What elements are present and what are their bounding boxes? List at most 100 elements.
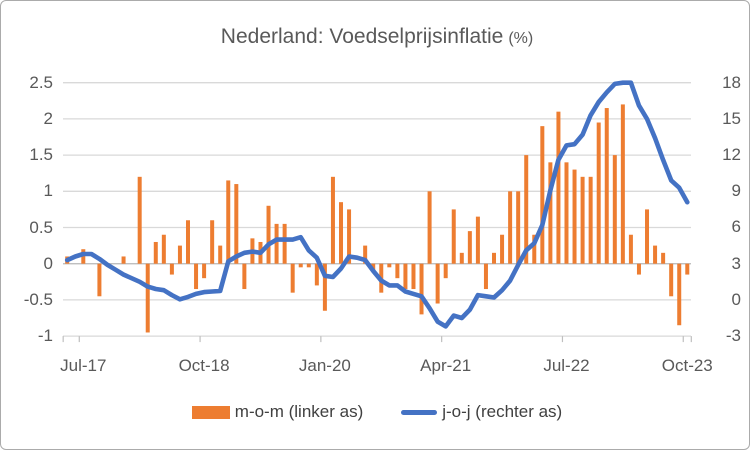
mom-bar — [588, 176, 593, 264]
mom-bar — [121, 256, 126, 264]
mom-bar — [363, 245, 368, 264]
mom-bar — [153, 241, 158, 264]
mom-bar — [411, 263, 416, 290]
mom-bar — [548, 162, 553, 264]
left-axis-tick-label: 2.5 — [29, 72, 53, 92]
mom-bar — [459, 252, 464, 264]
mom-bar — [508, 191, 513, 264]
mom-bar — [540, 126, 545, 264]
mom-bar — [339, 202, 344, 264]
mom-bar — [290, 263, 295, 293]
mom-bar — [161, 234, 166, 264]
bar-series-swatch-icon — [191, 405, 230, 419]
mom-bar — [97, 263, 102, 297]
mom-bar — [435, 263, 440, 304]
mom-bar — [234, 184, 239, 264]
mom-bar — [500, 234, 505, 264]
mom-bar — [685, 263, 690, 275]
line-series-swatch-icon — [401, 409, 438, 415]
legend-item-mom: m-o-m (linker as) — [191, 402, 364, 422]
mom-bar — [395, 263, 400, 279]
mom-bar — [194, 263, 199, 290]
right-axis-tick-label: 9 — [731, 181, 741, 201]
right-axis-tick-label: 0 — [731, 289, 741, 309]
mom-bar — [604, 108, 609, 264]
chart-title: Nederland: Voedselprijsinflatie (%) — [1, 25, 752, 49]
mom-bar — [669, 263, 674, 297]
legend-label-joj: j-o-j (rechter as) — [442, 402, 563, 421]
right-axis-tick-label: 3 — [731, 253, 741, 273]
mom-bar — [266, 205, 271, 264]
right-axis-tick-label: 15 — [722, 108, 741, 128]
mom-bar — [596, 122, 601, 264]
legend-item-joj: j-o-j (rechter as) — [401, 402, 562, 422]
mom-bar — [580, 176, 585, 264]
mom-bar — [274, 223, 279, 264]
right-axis-tick-label: 18 — [722, 72, 741, 92]
mom-bar — [620, 104, 625, 264]
mom-bar — [81, 249, 86, 264]
mom-bar — [427, 191, 432, 264]
left-axis-tick-label: -0.5 — [23, 289, 53, 309]
mom-bar — [467, 231, 472, 264]
mom-bar — [347, 209, 352, 264]
mom-bar — [306, 263, 311, 268]
mom-bar — [653, 245, 658, 264]
mom-bar — [210, 220, 215, 264]
right-axis-tick-label: 6 — [731, 217, 741, 237]
mom-bar — [636, 263, 641, 275]
chart-title-unit: (%) — [508, 30, 534, 47]
mom-bar — [419, 263, 424, 315]
mom-bar — [612, 155, 617, 264]
left-axis-tick-label: 1.5 — [29, 145, 53, 165]
mom-bar — [218, 245, 223, 264]
x-axis-tick-label: Jul-22 — [543, 356, 590, 375]
left-axis-tick-label: 2 — [43, 108, 53, 128]
mom-bar — [556, 111, 561, 264]
mom-bar — [475, 216, 480, 264]
mom-bar — [314, 263, 319, 286]
mom-bar — [202, 263, 207, 279]
mom-bar — [137, 176, 142, 264]
legend-label-mom: m-o-m (linker as) — [234, 402, 364, 421]
mom-bar — [298, 263, 303, 268]
right-axis-tick-label: 12 — [722, 145, 741, 165]
mom-bar — [330, 176, 335, 264]
mom-bar — [226, 180, 231, 264]
mom-bar — [282, 223, 287, 264]
mom-bar — [169, 263, 174, 275]
x-axis-tick-label: Jul-17 — [60, 356, 107, 375]
mom-bar — [564, 162, 569, 264]
right-axis-tick-label: -3 — [725, 326, 741, 346]
mom-bar — [451, 209, 456, 264]
mom-bar — [524, 155, 529, 264]
joj-line — [64, 80, 690, 329]
mom-bar — [145, 263, 150, 333]
mom-bar — [387, 263, 392, 268]
chart-title-main: Nederland: Voedselprijsinflatie — [220, 25, 504, 48]
mom-bar — [177, 245, 182, 264]
mom-bar — [403, 263, 408, 290]
mom-bar — [516, 191, 521, 264]
mom-bar — [677, 263, 682, 326]
mom-bar — [483, 263, 488, 290]
mom-bar — [242, 263, 247, 290]
x-axis-tick-label: Apr-21 — [420, 356, 472, 375]
left-axis-tick-label: 0 — [43, 253, 53, 273]
x-axis-tick-label: Oct-23 — [661, 356, 713, 375]
mom-bar — [322, 263, 327, 311]
legend: m-o-m (linker as) j-o-j (rechter as) — [1, 402, 752, 422]
x-axis-tick-label: Jan-20 — [298, 356, 351, 375]
left-axis-tick-label: 1 — [43, 181, 53, 201]
left-axis-tick-label: 0.5 — [29, 217, 53, 237]
mom-bar — [661, 252, 666, 264]
mom-bar — [532, 234, 537, 264]
x-axis-tick-label: Oct-18 — [178, 356, 230, 375]
mom-bar — [185, 220, 190, 264]
mom-bar — [645, 209, 650, 264]
mom-bar — [492, 252, 497, 264]
mom-bar — [628, 234, 633, 264]
mom-bar — [443, 263, 448, 279]
